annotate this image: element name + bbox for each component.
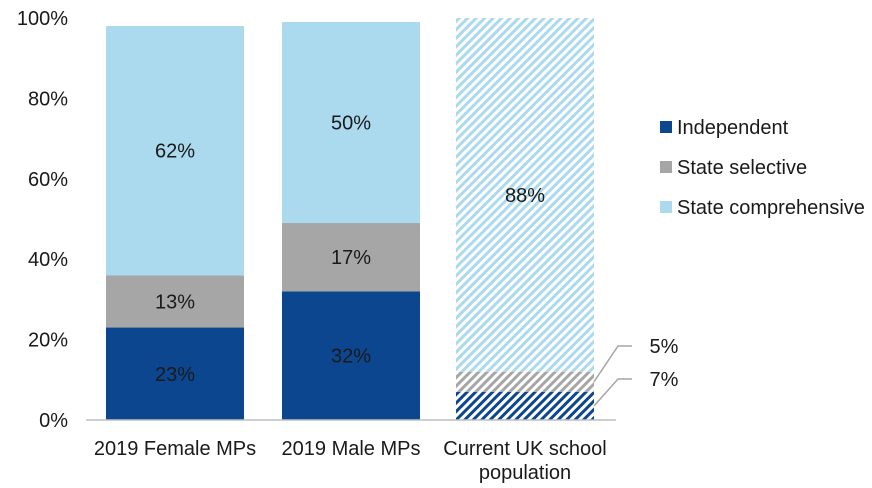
- data-label: 5%: [650, 336, 679, 358]
- bar-segment-state-comprehensive: [282, 22, 420, 224]
- legend-label-state-selective: State selective: [677, 157, 807, 179]
- y-tick-label: 100%: [17, 8, 68, 30]
- legend-label-state-comprehensive: State comprehensive: [677, 197, 865, 219]
- leader-line: [593, 378, 632, 407]
- bar-segment-independent: [282, 291, 420, 420]
- leader-line: [593, 345, 632, 383]
- legend-swatch-state-comprehensive: [660, 201, 672, 213]
- legend-swatch-independent: [660, 121, 672, 133]
- bar-segment-state-comprehensive: [456, 18, 594, 372]
- y-tick-label: 80%: [28, 88, 68, 110]
- data-label: 7%: [650, 369, 679, 391]
- y-tick-label: 0%: [39, 410, 68, 432]
- x-axis: 2019 Female MPs 2019 Male MPs Current UK s…: [86, 419, 616, 484]
- category-label: 2019 Female MPs: [94, 438, 256, 460]
- data-label: 88%: [505, 185, 545, 207]
- y-tick-label: 60%: [28, 169, 68, 191]
- data-label: 62%: [155, 141, 195, 163]
- data-label: 23%: [155, 364, 195, 386]
- bar-segment-state-selective: [456, 371, 594, 392]
- data-label: 50%: [331, 113, 371, 135]
- bar-segment-independent: [106, 327, 244, 420]
- data-labels: 23% 13% 62% 32% 17% 50% 7% 5% 88%: [155, 113, 679, 407]
- data-label: 13%: [155, 291, 195, 313]
- bar-segment-state-selective: [106, 275, 244, 328]
- bar-segment-state-comprehensive: [106, 26, 244, 276]
- data-label: 32%: [331, 346, 371, 368]
- y-tick-label: 20%: [28, 330, 68, 352]
- bar-segment-state-selective: [282, 223, 420, 292]
- category-label: 2019 Male MPs: [282, 438, 421, 460]
- bars: [106, 18, 594, 420]
- bar-segment-independent: [456, 391, 594, 420]
- y-tick-label: 40%: [28, 249, 68, 271]
- legend-label-independent: Independent: [677, 117, 789, 139]
- category-label: Current UK school population: [443, 438, 606, 484]
- y-axis: 0% 20% 40% 60% 80% 100%: [17, 8, 68, 432]
- legend: Independent State selective State comprehe…: [660, 117, 865, 219]
- data-label: 17%: [331, 247, 371, 269]
- legend-swatch-state-selective: [660, 161, 672, 173]
